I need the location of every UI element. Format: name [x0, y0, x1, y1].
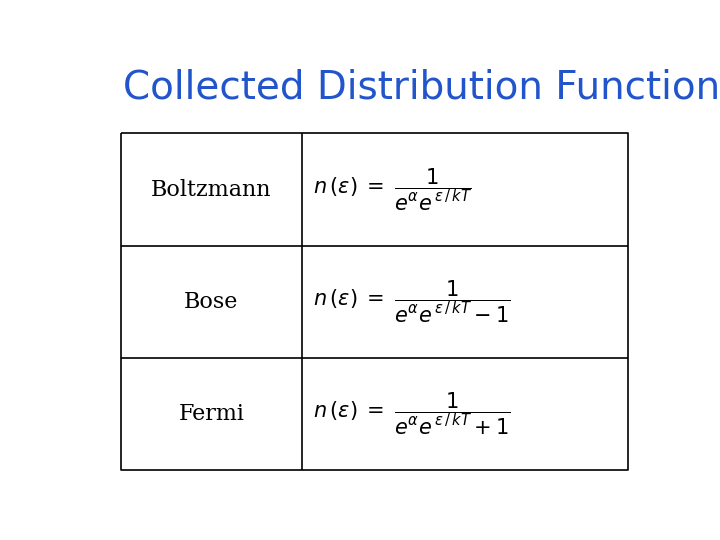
Text: $n\,\left(\varepsilon\right)\; =\; \dfrac{1}{e^{\alpha}e^{\,\varepsilon\,/\,kT}}: $n\,\left(\varepsilon\right)\; =\; \dfra…: [313, 166, 472, 213]
Text: Boltzmann: Boltzmann: [151, 179, 271, 200]
Text: $n\,\left(\varepsilon\right)\; =\; \dfrac{1}{e^{\alpha}e^{\,\varepsilon\,/\,kT} : $n\,\left(\varepsilon\right)\; =\; \dfra…: [313, 391, 511, 437]
Text: Fermi: Fermi: [179, 403, 244, 425]
Text: Bose: Bose: [184, 291, 238, 313]
Text: Collected Distribution Functions: Collected Distribution Functions: [124, 69, 720, 107]
Text: $n\,\left(\varepsilon\right)\; =\; \dfrac{1}{e^{\alpha}e^{\,\varepsilon\,/\,kT} : $n\,\left(\varepsilon\right)\; =\; \dfra…: [313, 279, 511, 325]
